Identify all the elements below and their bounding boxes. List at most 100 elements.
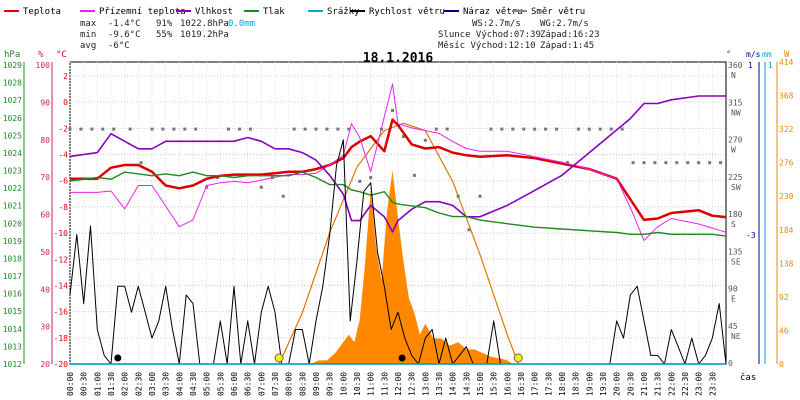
solar-radiation-area xyxy=(310,170,513,364)
wind-direction-point xyxy=(478,194,482,198)
direction-label: NW xyxy=(731,108,741,117)
x-tick-label: 20:00 xyxy=(613,372,622,396)
humidity-tick: 100 xyxy=(36,61,51,70)
stats-min-temp: -9.6°C xyxy=(108,30,141,40)
wind-direction-point xyxy=(664,161,668,165)
humidity-tick: 90 xyxy=(40,98,50,107)
moon-marker xyxy=(114,354,122,362)
x-tick-label: 13:00 xyxy=(421,372,430,396)
pressure-tick: 1021 xyxy=(3,202,22,211)
wind-direction-point xyxy=(412,173,416,177)
direction-label: NE xyxy=(731,332,741,341)
x-axis-label: čas xyxy=(740,372,756,383)
series-line-tlak xyxy=(69,171,727,237)
wind-direction-point xyxy=(369,176,373,180)
x-tick-label: 11:30 xyxy=(380,372,389,396)
humidity-tick: 50 xyxy=(40,248,50,257)
x-tick-label: 21:30 xyxy=(654,372,663,396)
wind-direction-point xyxy=(150,127,154,131)
temperature-tick: -4 xyxy=(58,151,68,160)
x-tick-label: 08:00 xyxy=(285,372,294,396)
solar-tick: 184 xyxy=(779,226,794,235)
pressure-tick: 1018 xyxy=(3,254,22,263)
stats-max-temp: -1.4°C xyxy=(108,19,141,29)
temperature-tick: -12 xyxy=(54,255,69,264)
sun-marker xyxy=(513,353,523,363)
wind-direction-point xyxy=(227,127,231,131)
wind-direction-point xyxy=(423,138,427,142)
direction-tick: 360 xyxy=(728,61,743,70)
x-tick-label: 09:00 xyxy=(312,372,321,396)
temperature-tick: -14 xyxy=(54,281,69,290)
humidity-tick: 80 xyxy=(40,136,50,145)
wind-direction-point xyxy=(391,108,395,112)
wind-direction-point xyxy=(533,127,537,131)
pressure-unit: hPa xyxy=(4,50,20,60)
humidity-tick: 30 xyxy=(40,323,50,332)
wind-direction-point xyxy=(139,161,143,165)
direction-tick: 135 xyxy=(728,247,743,256)
pressure-tick: 1029 xyxy=(3,61,22,70)
wind-direction-point xyxy=(467,228,471,232)
direction-label: SE xyxy=(731,257,741,266)
wind-direction-point xyxy=(314,127,318,131)
humidity-tick: 20 xyxy=(40,360,50,369)
temperature-tick: -2 xyxy=(58,124,68,133)
wind-direction-point xyxy=(555,127,559,131)
pressure-tick: 1015 xyxy=(3,307,22,316)
sunrise-info: Slunce Východ:07:39 xyxy=(438,30,541,40)
stats-avg-label: avg xyxy=(80,41,96,51)
stats-max-label: max xyxy=(80,19,97,29)
wind-direction-point xyxy=(445,127,449,131)
wind-direction-point xyxy=(500,127,504,131)
temperature-tick: 2 xyxy=(63,72,68,81)
wind-direction-point xyxy=(401,135,405,139)
pressure-tick: 1022 xyxy=(3,184,22,193)
x-tick-label: 16:00 xyxy=(503,372,512,396)
wind-speed-info: WS:2.7m/s xyxy=(472,19,521,29)
legend-item: Srážky xyxy=(308,7,360,17)
x-tick-label: 12:30 xyxy=(408,372,417,396)
x-tick-label: 18:30 xyxy=(572,372,581,396)
x-tick-label: 11:00 xyxy=(367,372,376,396)
legend-item: Vlhkost xyxy=(176,7,233,17)
x-tick-label: 08:30 xyxy=(298,372,307,396)
sun-marker xyxy=(274,353,284,363)
wind-direction-point xyxy=(598,127,602,131)
pressure-tick: 1016 xyxy=(3,290,22,299)
pressure-tick: 1013 xyxy=(3,342,22,351)
x-tick-label: 06:30 xyxy=(244,372,253,396)
clear-sky-curve xyxy=(278,122,519,365)
temperature-tick: -20 xyxy=(54,360,69,369)
direction-tick: 45 xyxy=(728,322,738,331)
pressure-tick: 1024 xyxy=(3,149,22,158)
wind-direction-point xyxy=(489,127,493,131)
humidity-tick: 40 xyxy=(40,285,50,294)
x-tick-label: 21:00 xyxy=(640,372,649,396)
legend: Teplota Přízemní teplota Vlhkost Tlak Srážky… xyxy=(4,7,585,17)
direction-label: S xyxy=(731,220,736,229)
wind-direction-point xyxy=(653,161,657,165)
legend-label: Teplota xyxy=(23,7,61,17)
legend-item: Teplota xyxy=(4,7,61,17)
x-tick-label: 04:30 xyxy=(189,372,198,396)
wind-direction-point xyxy=(434,127,438,131)
solar-tick: 322 xyxy=(779,125,794,134)
x-tick-label: 17:30 xyxy=(544,372,553,396)
x-tick-label: 16:30 xyxy=(517,372,526,396)
x-tick-label: 03:00 xyxy=(148,372,157,396)
legend-label: Směr větru xyxy=(531,7,585,17)
direction-tick: 270 xyxy=(728,136,743,145)
solar-tick: 414 xyxy=(779,58,794,67)
direction-label: E xyxy=(731,295,736,304)
stats-min-hum: 55% xyxy=(156,30,173,40)
wind-direction-point xyxy=(68,127,72,131)
astro-block: WS:2.7m/s WG:2.7m/s Slunce Východ:07:39 … xyxy=(438,19,600,51)
temperature-tick: 0 xyxy=(63,98,68,107)
wind-direction-point xyxy=(248,127,252,131)
temperature-tick: -18 xyxy=(54,334,69,343)
x-tick-label: 02:00 xyxy=(121,372,130,396)
temperature-unit: °C xyxy=(56,50,67,60)
wind-direction-point xyxy=(587,127,591,131)
